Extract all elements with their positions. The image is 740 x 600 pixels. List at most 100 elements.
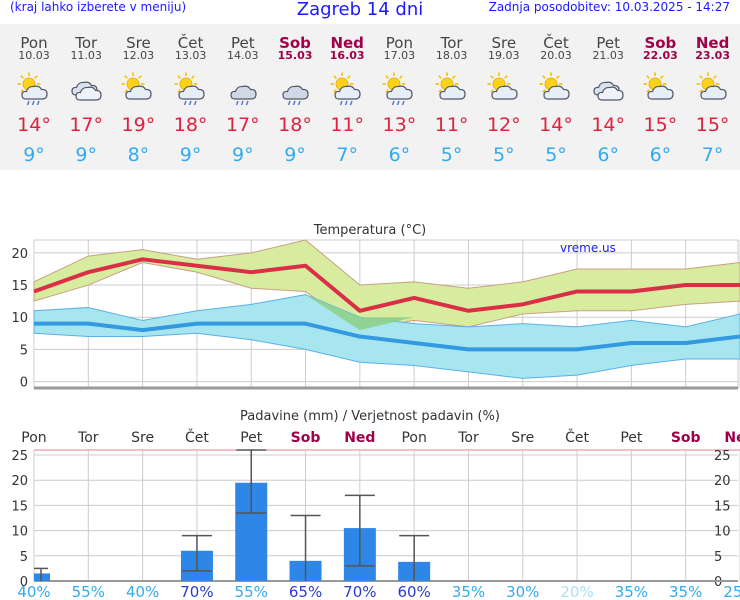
y-tick-label: 5 (20, 343, 28, 358)
precipitation-day-label: Čet (565, 428, 589, 446)
min-temperature: 9° (75, 144, 97, 166)
min-temperature: 9° (179, 144, 202, 166)
sun-cloud-rain-icon (382, 72, 416, 106)
cloud-icon (177, 85, 205, 100)
day-date: 21.03 (592, 49, 624, 62)
min-temperature: 7° (701, 144, 724, 166)
min-temperature-line (34, 321, 740, 352)
day-name: Tor (440, 34, 463, 52)
y-tick-label: 15 (11, 279, 28, 294)
sun-cloud-rain-icon (17, 72, 51, 106)
cloud-icon (597, 86, 624, 101)
precipitation-day-label: Tor (77, 430, 99, 446)
temperature-chart-title: Temperatura (°C) (313, 223, 426, 238)
sun-cloud-icon (435, 72, 469, 106)
day-name: Sre (491, 34, 517, 52)
day-column: Pon 17.03 13° 6° (373, 24, 425, 170)
precipitation-probability: 65% (289, 583, 322, 600)
max-temperature: 17° (69, 114, 104, 136)
day-column: Ned 16.03 11° 7° (321, 24, 373, 170)
y-tick-label: 20 (11, 247, 28, 262)
precipitation-day-label: Čet (185, 428, 209, 446)
precipitation-probability: 40% (17, 583, 50, 600)
day-column: Tor 11.03 17° 9° (60, 24, 112, 170)
page-title: Zagreb 14 dni (296, 0, 424, 20)
day-name: Pet (596, 34, 620, 52)
precipitation-day-label: Ned (344, 430, 375, 446)
min-temperature-band (33, 294, 740, 379)
min-temperature: 6° (597, 144, 619, 166)
y-tick-label-right: 25 (714, 449, 731, 464)
sun-cloud-icon (539, 72, 573, 106)
precipitation-probability: 70% (343, 583, 376, 600)
day-column: Pon 10.03 14° 9° (8, 24, 60, 170)
cloud-icon (438, 85, 466, 100)
precipitation-day-label: Pet (620, 430, 643, 446)
max-temperature: 18° (278, 114, 312, 136)
y-tick-label-right: 15 (714, 499, 731, 514)
day-date: 17.03 (383, 49, 416, 62)
precipitation-bar (34, 573, 50, 581)
day-date: 18.03 (435, 49, 468, 62)
day-name: Sre (126, 34, 151, 52)
min-temperature: 7° (336, 144, 358, 166)
min-temperature: 8° (127, 144, 150, 166)
day-name: Tor (75, 34, 98, 52)
y-tick-label: 0 (20, 376, 28, 391)
day-column: Sre 12.03 19° 8° (112, 24, 164, 170)
max-temperature: 11° (434, 114, 469, 136)
cloud-icon (282, 85, 309, 100)
min-temperature: 9° (284, 144, 306, 166)
precipitation-probability: 55% (72, 583, 105, 600)
precipitation-probability: 70% (180, 583, 213, 600)
max-temperature: 14° (539, 114, 573, 136)
day-column: Pet 21.03 14° 6° (582, 24, 634, 170)
y-tick-label-left: 25 (11, 449, 28, 464)
cloud-icon (591, 72, 625, 106)
day-date: 11.03 (70, 49, 102, 62)
precipitation-probability: 35% (615, 583, 648, 600)
top-bar: (kraj lahko izberete v meniju) Zagreb 14… (0, 0, 740, 22)
precipitation-chart-title: Padavine (mm) / Verjetnost padavin (%) (240, 409, 500, 424)
y-tick-label-right: 5 (714, 550, 722, 565)
cloud-rain-icon (278, 72, 312, 106)
menu-hint-link[interactable]: (kraj lahko izberete v meniju) (10, 0, 187, 14)
max-temperature: 11° (330, 114, 365, 136)
min-temperature: 9° (232, 144, 254, 166)
y-tick-label-right: 10 (714, 525, 731, 540)
watermark-text: vreme.us (560, 241, 616, 255)
precipitation-probability: 20% (560, 583, 593, 600)
max-temperature: 15° (643, 114, 678, 136)
day-column: Čet 20.03 14° 5° (530, 24, 582, 170)
day-column: Čet 13.03 18° 9° (165, 24, 217, 170)
max-temperature: 13° (382, 114, 417, 136)
day-name: Ned (330, 34, 364, 52)
precipitation-day-label: Sre (131, 430, 154, 446)
y-tick-label-right: 0 (714, 575, 722, 590)
cloud-icon (75, 86, 102, 101)
min-temperature: 5° (493, 144, 515, 166)
y-tick-label-left: 20 (11, 474, 28, 489)
y-tick-label-left: 0 (20, 575, 28, 590)
band-overlap (305, 294, 415, 331)
day-column: Pet 14.03 17° 9° (217, 24, 269, 170)
precipitation-day-label: Sre (511, 430, 534, 446)
precipitation-day-label: Sob (671, 430, 701, 446)
precipitation-day-label: Sob (291, 430, 321, 446)
max-temperature: 15° (695, 114, 730, 136)
max-temperature: 19° (121, 114, 156, 136)
y-tick-label-left: 10 (11, 525, 28, 540)
cloud-icon (21, 85, 48, 100)
sun-cloud-icon (643, 72, 677, 106)
rain-drops-icon (287, 100, 301, 106)
rain-drops-icon (235, 100, 249, 106)
max-temperature: 18° (173, 114, 208, 136)
precipitation-probability: 35% (669, 583, 702, 600)
y-tick-label-right: 20 (714, 474, 731, 489)
rain-drops-icon (183, 100, 197, 106)
sun-cloud-icon (487, 72, 521, 106)
y-tick-label-left: 5 (20, 550, 28, 565)
sun-cloud-icon (121, 72, 155, 106)
sun-cloud-icon (696, 72, 730, 106)
